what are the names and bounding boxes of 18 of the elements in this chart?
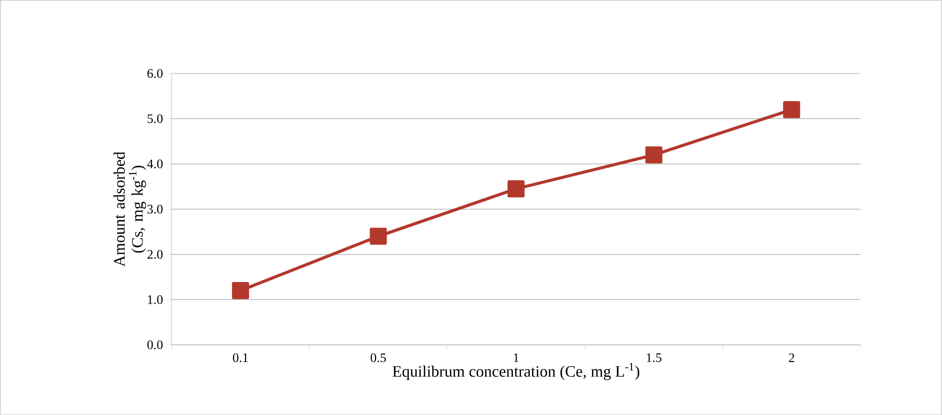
point — [645, 146, 662, 164]
y-tick-label: 0.0 — [147, 340, 163, 350]
y-tick-label: 5.0 — [148, 114, 163, 123]
x-tick-label: 0.5 — [370, 353, 386, 362]
y-tick-label: 2.0 — [147, 250, 163, 259]
y-tick-label: 3.0 — [148, 204, 163, 214]
x-tick-label: 1 — [514, 353, 519, 362]
x-tick-label: 0.1 — [232, 353, 248, 362]
point — [232, 282, 250, 299]
y-tick-label: 6.0 — [147, 68, 163, 78]
point — [783, 101, 800, 118]
y-tick-label: 1.0 — [148, 295, 163, 304]
y-tick-label: 4.0 — [147, 159, 163, 168]
point — [508, 180, 525, 198]
x-tick-label: 1.5 — [646, 353, 662, 362]
x-axis-title: Equilibrum concentration (Ce, mg L$^{-1}$) — [392, 362, 640, 380]
x-tick-label: 2 — [788, 353, 794, 362]
point — [370, 228, 387, 245]
